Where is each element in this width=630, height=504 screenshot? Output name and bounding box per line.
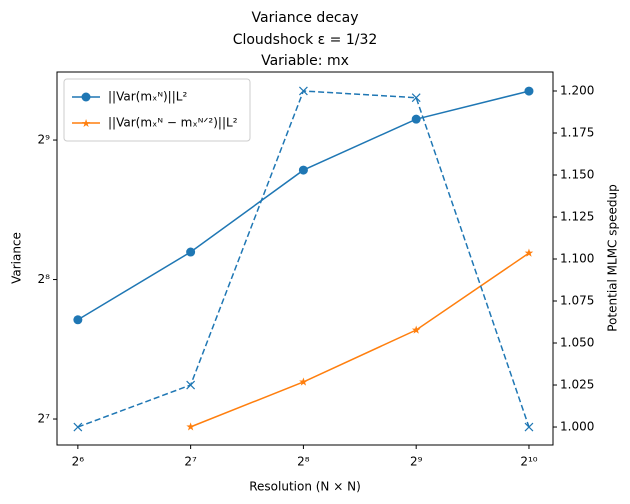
marker (73, 422, 83, 432)
y-tick-label: 2⁹ (38, 133, 51, 147)
legend-marker (81, 92, 91, 102)
marker (524, 248, 534, 257)
y2-tick-label: 1.025 (560, 378, 594, 392)
y2-tick-label: 1.000 (560, 420, 594, 434)
marker (411, 114, 421, 124)
marker (298, 165, 308, 175)
y2-axis-label: Potential MLMC speedup (606, 184, 620, 331)
chart-title: Cloudshock ε = 1/32 (233, 32, 378, 48)
y-tick-label: 2⁸ (38, 272, 51, 286)
y-axis-label: Variance (10, 232, 24, 284)
marker (524, 86, 534, 96)
marker (298, 86, 308, 96)
x-tick-label: 2¹⁰ (520, 455, 537, 469)
legend-label: ||Var(mₓᴺ − mₓᴺᐟ²)||L² (108, 116, 238, 130)
x-tick-label: 2⁹ (410, 455, 423, 469)
y2-tick-label: 1.200 (560, 83, 594, 97)
chart-title: Variance decay (252, 10, 359, 26)
x-tick-label: 2⁶ (72, 455, 85, 469)
x-tick-label: 2⁷ (184, 455, 197, 469)
y2-tick-label: 1.175 (560, 125, 594, 139)
x-axis-label: Resolution (N × N) (249, 480, 361, 494)
legend-box (63, 78, 251, 142)
marker (524, 422, 534, 432)
y-tick-label: 2⁷ (38, 412, 51, 426)
y2-tick-label: 1.125 (560, 209, 594, 223)
legend-label: ||Var(mₓᴺ)||L² (108, 90, 187, 104)
marker (186, 247, 196, 257)
y2-tick-label: 1.150 (560, 167, 594, 181)
y2-tick-label: 1.100 (560, 252, 594, 266)
x-tick-label: 2⁸ (297, 455, 310, 469)
y2-tick-label: 1.075 (560, 294, 594, 308)
marker (73, 315, 83, 325)
marker (411, 93, 421, 103)
chart-title: Variable: mx (261, 53, 349, 69)
marker (299, 377, 308, 386)
plot-frame (56, 71, 554, 446)
series-line (190, 252, 530, 428)
marker (186, 422, 195, 431)
legend-marker: ★ (81, 117, 91, 130)
y2-tick-label: 1.050 (560, 336, 594, 350)
marker (186, 380, 196, 390)
marker (411, 325, 421, 334)
